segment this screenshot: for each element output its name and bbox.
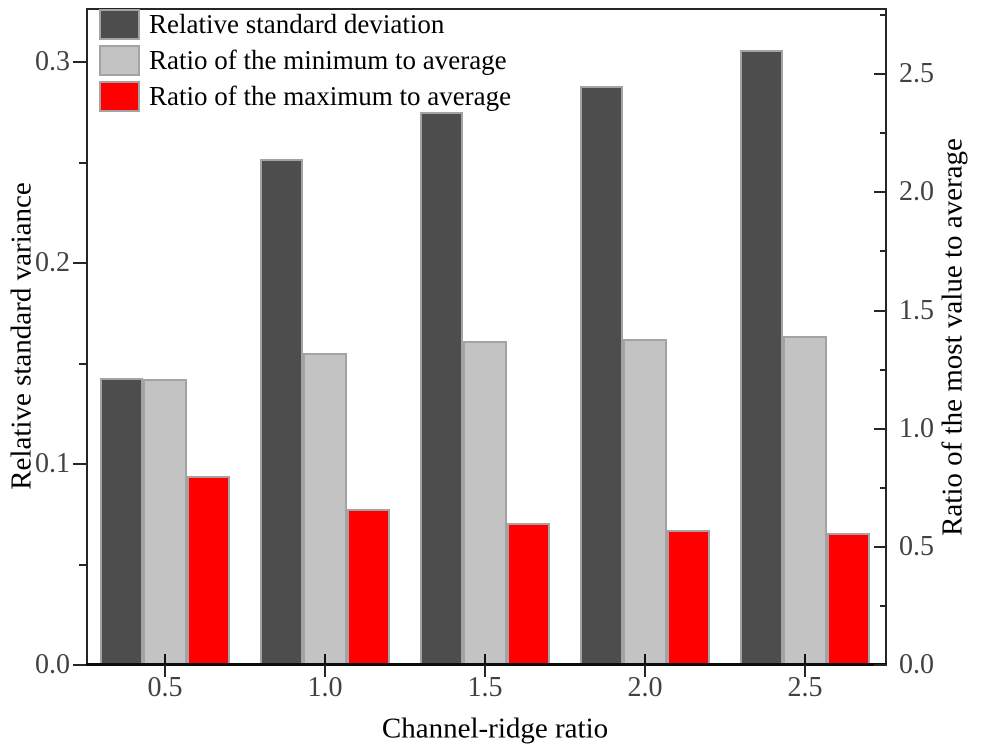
bar-series1-x0.5 xyxy=(99,378,144,665)
legend-item: Relative standard deviation xyxy=(99,8,511,40)
right-axis-minor-tick xyxy=(880,604,887,607)
x-axis-tick-label: 0.5 xyxy=(147,672,183,703)
right-axis-major-tick xyxy=(874,664,887,666)
x-axis-tick-label: 1.5 xyxy=(467,672,503,703)
bar-series2-x0.5 xyxy=(143,379,187,665)
left-axis-minor-tick xyxy=(79,563,86,566)
bar-series1-x1.5 xyxy=(419,112,464,665)
left-axis-title: Relative standard variance xyxy=(5,182,38,490)
bar-series1-x2.0 xyxy=(579,86,624,665)
bar-series3-x1.5 xyxy=(506,523,550,665)
bar-series1-x2.5 xyxy=(739,50,784,665)
left-axis-major-tick xyxy=(73,664,86,666)
x-axis-tick xyxy=(324,665,326,677)
x-axis-tick xyxy=(484,665,486,677)
bar-series3-x2.5 xyxy=(826,533,870,665)
bar-series2-x2.5 xyxy=(783,336,827,665)
x-axis-inner-tick xyxy=(644,654,646,664)
x-axis-tick-label: 1.0 xyxy=(307,672,343,703)
right-axis-minor-tick xyxy=(880,132,887,135)
right-axis-major-tick xyxy=(874,545,887,548)
right-axis-major-tick xyxy=(874,73,887,76)
x-axis-line xyxy=(86,663,887,666)
x-axis-inner-tick xyxy=(804,654,806,664)
x-axis-inner-tick xyxy=(484,654,486,664)
legend-swatch-icon xyxy=(99,44,140,76)
x-axis-tick xyxy=(804,665,806,677)
right-axis-tick-label: 0.5 xyxy=(899,530,934,562)
right-axis-tick-label: 0.0 xyxy=(899,649,934,680)
left-axis-tick-label: 0.0 xyxy=(35,649,70,680)
left-axis-tick-label: 0.1 xyxy=(35,448,70,480)
bar-series1-x1.0 xyxy=(259,159,304,665)
right-axis-tick-label: 2.0 xyxy=(899,176,934,208)
right-axis-tick-label: 1.5 xyxy=(899,294,934,326)
right-axis-title: Ratio of the most value to average xyxy=(936,138,969,536)
left-axis-major-tick xyxy=(73,61,86,64)
right-axis-major-tick xyxy=(874,309,887,312)
bar-series3-x2.0 xyxy=(666,530,710,665)
legend: Relative standard deviation Ratio of the … xyxy=(99,8,511,112)
bar-series3-x1.0 xyxy=(346,509,390,665)
right-axis-major-tick xyxy=(874,191,887,194)
legend-label: Ratio of the maximum to average xyxy=(149,81,512,111)
x-axis-tick-label: 2.5 xyxy=(787,672,823,703)
legend-label: Ratio of the minimum to average xyxy=(149,45,507,75)
right-axis-tick-label: 1.0 xyxy=(899,412,934,444)
x-axis-tick xyxy=(644,665,646,677)
right-axis-major-tick xyxy=(874,427,887,430)
legend-item: Ratio of the minimum to average xyxy=(99,44,511,76)
right-axis-minor-tick xyxy=(880,250,887,253)
left-axis-major-tick xyxy=(73,463,86,466)
x-axis-inner-tick xyxy=(164,654,166,664)
right-axis-minor-tick xyxy=(880,368,887,371)
x-axis-tick-label: 2.0 xyxy=(627,672,663,703)
legend-swatch-icon xyxy=(99,80,140,112)
right-axis-tick-label: 2.5 xyxy=(899,58,934,90)
x-axis-inner-tick xyxy=(324,654,326,664)
bar-series3-x0.5 xyxy=(186,476,230,665)
left-axis-tick-label: 0.2 xyxy=(35,247,70,279)
left-axis-tick-label: 0.3 xyxy=(35,46,70,78)
bar-series2-x2.0 xyxy=(623,339,667,665)
legend-item: Ratio of the maximum to average xyxy=(99,80,511,112)
right-axis-minor-tick xyxy=(880,486,887,489)
plot-area xyxy=(86,8,887,665)
right-axis-minor-tick xyxy=(880,14,887,17)
legend-swatch-icon xyxy=(99,8,140,40)
x-axis-title: Channel-ridge ratio xyxy=(381,712,609,745)
bar-series2-x1.0 xyxy=(303,353,347,665)
left-axis-major-tick xyxy=(73,262,86,265)
bar-series2-x1.5 xyxy=(463,341,507,665)
left-axis-minor-tick xyxy=(79,362,86,365)
left-axis-minor-tick xyxy=(79,161,86,164)
legend-label: Relative standard deviation xyxy=(149,9,445,39)
x-axis-tick xyxy=(164,665,166,677)
